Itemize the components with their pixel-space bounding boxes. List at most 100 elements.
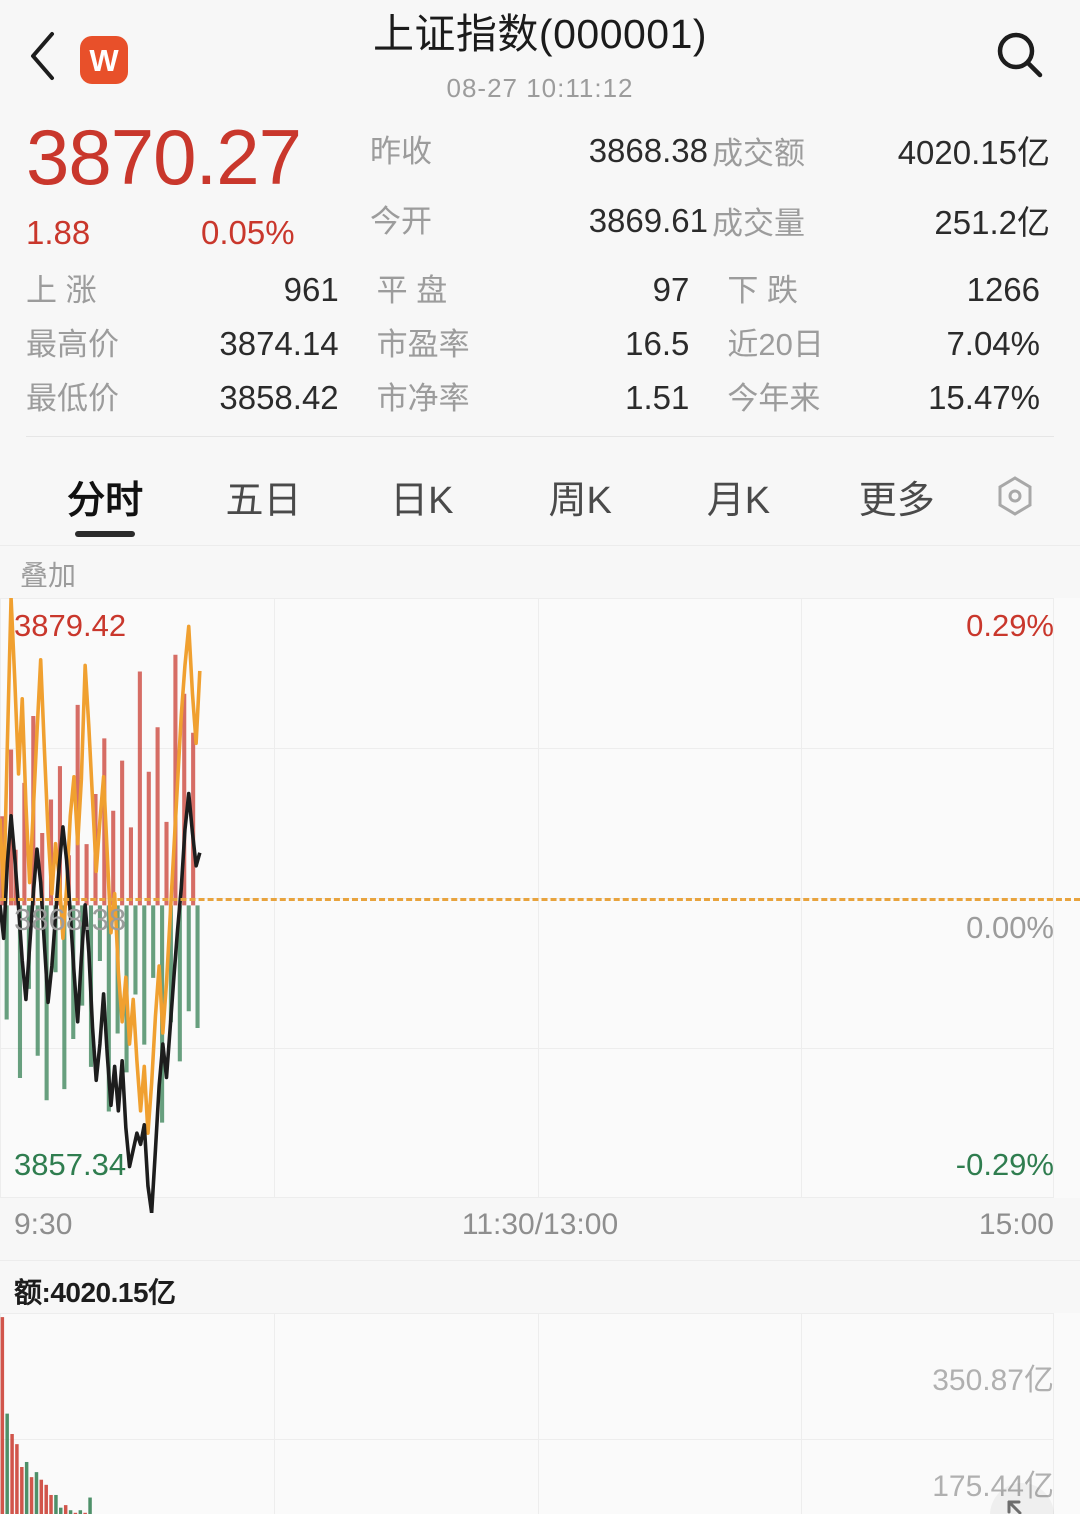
tab-intraday[interactable]: 分时	[26, 447, 184, 545]
stat-value: 961	[283, 270, 339, 308]
chart-pct-high-label: 0.29%	[966, 608, 1054, 643]
tab-five-day[interactable]: 五日	[184, 447, 342, 545]
tab-daily-k[interactable]: 日K	[343, 447, 501, 545]
volume-header: 额:4020.15亿	[0, 1261, 1080, 1313]
stat-label: 最高价	[26, 326, 119, 362]
stat-value: 1.51	[625, 378, 690, 416]
volume-title: 额:4020.15亿	[14, 1277, 176, 1308]
volume-bar	[68, 1510, 73, 1514]
section-divider	[26, 436, 1054, 437]
average-price-line	[0, 598, 202, 1135]
volume-bar	[59, 1507, 63, 1514]
stat-label: 近20日	[727, 326, 824, 362]
stat-declining: 下 跌 1266	[703, 265, 1054, 310]
time-tick-open: 9:30	[14, 1208, 73, 1241]
last-price: 3870.27	[26, 113, 302, 201]
quote-label: 今开	[370, 204, 432, 239]
volume-bar	[10, 1434, 14, 1514]
volume-bar	[5, 1413, 9, 1514]
chart-plot	[0, 598, 202, 1213]
stat-value: 1266	[966, 270, 1041, 308]
quote-label: 成交量	[712, 206, 805, 241]
back-button[interactable]	[26, 30, 60, 82]
overlay-button[interactable]: 叠加	[20, 560, 77, 591]
app-header: W 上证指数(000001) 08-27 10:11:12	[0, 0, 1080, 112]
price-block: 3870.27 1.88 0.05%	[26, 118, 356, 252]
volume-bar	[15, 1444, 19, 1514]
stats-row: 最高价 3874.14 市盈率 16.5 近20日 7.04%	[26, 314, 1054, 368]
chart-tab-bar: 分时 五日 日K 周K 月K 更多	[0, 447, 1080, 545]
search-button[interactable]	[990, 26, 1050, 86]
quote-value: 3868.38	[588, 132, 708, 169]
chart-low-label: 3857.34	[14, 1147, 127, 1182]
volume-plot	[0, 1317, 92, 1514]
volume-mid-label: 175.44亿	[932, 1470, 1054, 1503]
volume-bar	[78, 1510, 83, 1514]
quote-value: 251.2亿	[934, 204, 1050, 241]
quote-pair-open: 今开 3869.61	[370, 196, 712, 266]
stat-label: 平 盘	[376, 272, 448, 308]
volume-bar	[73, 1512, 78, 1514]
stat-unchanged: 平 盘 97	[353, 265, 704, 310]
stat-label: 最低价	[26, 380, 119, 416]
fullscreen-expand-icon	[1007, 1500, 1022, 1514]
quote-value: 4020.15亿	[897, 134, 1050, 171]
volume-bar	[34, 1472, 39, 1514]
intraday-price-chart[interactable]: 3879.42 3868.38 3857.34 0.29% 0.00% -0.2…	[0, 598, 1080, 1213]
stat-value: 3874.14	[219, 324, 339, 362]
volume-bar	[29, 1477, 34, 1514]
stats-grid: 上 涨 961 平 盘 97 下 跌 1266 最高价 3874.14 市盈率 …	[0, 260, 1080, 447]
stat-value: 16.5	[625, 324, 690, 362]
quote-column-left: 昨收 3868.38 今开 3869.61	[370, 126, 712, 266]
tab-weekly-k[interactable]: 周K	[501, 447, 659, 545]
stat-low: 最低价 3858.42	[26, 373, 353, 418]
tab-more[interactable]: 更多	[818, 447, 976, 545]
stats-row: 上 涨 961 平 盘 97 下 跌 1266	[26, 260, 1054, 314]
quote-label: 成交额	[712, 136, 805, 171]
stat-ytd: 今年来 15.47%	[703, 373, 1054, 418]
stat-pe-ratio: 市盈率 16.5	[353, 319, 704, 364]
chevron-left-icon	[31, 32, 54, 80]
time-tick-close: 15:00	[978, 1208, 1054, 1241]
hexagon-settings-icon	[998, 476, 1032, 516]
stat-advancing: 上 涨 961	[26, 265, 353, 310]
price-line	[0, 791, 202, 1213]
quote-label: 昨收	[370, 134, 432, 169]
tab-active-indicator	[75, 531, 136, 537]
tab-label: 月K	[706, 479, 771, 522]
quote-pair-prev-close: 昨收 3868.38	[370, 126, 712, 196]
volume-top-label: 350.87亿	[932, 1364, 1054, 1397]
stat-20day: 近20日 7.04%	[703, 319, 1054, 364]
quote-pair-turnover: 成交额 4020.15亿	[712, 126, 1054, 196]
quote-summary: 3870.27 1.88 0.05% 昨收 3868.38 今开 3869.61…	[0, 112, 1080, 260]
volume-bar	[54, 1494, 58, 1514]
stat-value: 15.47%	[928, 378, 1041, 416]
volume-bar	[20, 1466, 24, 1514]
volume-bar	[44, 1484, 48, 1514]
chart-pct-zero-label: 0.00%	[966, 910, 1054, 945]
volume-bars	[0, 1317, 92, 1514]
quote-timestamp: 08-27 10:11:12	[446, 73, 634, 104]
overlay-row: 叠加	[0, 546, 1080, 598]
tab-label: 日K	[390, 479, 454, 522]
axis-bottom-border	[0, 1260, 1080, 1261]
chart-settings-button[interactable]	[976, 472, 1054, 520]
tab-label: 更多	[858, 479, 935, 522]
volume-chart[interactable]: 350.87亿 175.44亿	[0, 1313, 1080, 1514]
tab-monthly-k[interactable]: 月K	[659, 447, 817, 545]
price-change-percent: 0.05%	[201, 214, 295, 251]
quote-value: 3869.61	[588, 202, 708, 239]
stat-label: 下 跌	[727, 272, 798, 308]
volume-bar	[49, 1494, 53, 1514]
quote-pair-volume: 成交量 251.2亿	[712, 196, 1054, 266]
stat-label: 市净率	[376, 380, 470, 416]
stat-label: 今年来	[727, 380, 821, 416]
app-logo-badge[interactable]: W	[80, 36, 128, 84]
stats-row: 最低价 3858.42 市净率 1.51 今年来 15.47%	[26, 368, 1054, 422]
stat-label: 市盈率	[376, 326, 470, 362]
time-tick-midday: 11:30/13:00	[461, 1208, 619, 1241]
quote-column-right: 成交额 4020.15亿 成交量 251.2亿	[712, 126, 1054, 266]
stat-value: 97	[652, 270, 690, 308]
prev-close-baseline	[0, 898, 1080, 901]
